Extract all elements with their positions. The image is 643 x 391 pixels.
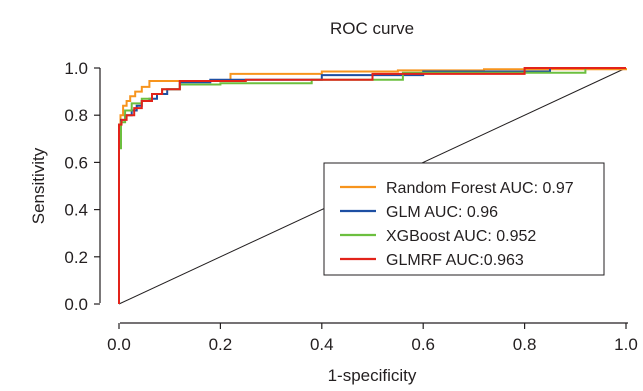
legend-label: GLMRF AUC:0.963	[386, 252, 524, 269]
y-tick-label: 0.2	[64, 248, 88, 267]
y-tick-label: 0.4	[64, 201, 88, 220]
y-tick-label: 0.6	[64, 153, 88, 172]
x-axis-label: 1-specificity	[328, 366, 417, 385]
x-tick-label: 0.4	[310, 335, 334, 354]
legend-label: XGBoost AUC: 0.952	[386, 228, 536, 245]
x-tick-label: 0.8	[513, 335, 537, 354]
x-axis-ticks: 0.0 0.2 0.4 0.6 0.8 1.0	[107, 323, 638, 354]
y-tick-label: 0.8	[64, 106, 88, 125]
x-tick-label: 0.6	[411, 335, 435, 354]
x-tick-label: 0.0	[107, 335, 131, 354]
y-axis-label: Sensitivity	[29, 147, 48, 224]
legend-label: Random Forest AUC: 0.97	[386, 180, 574, 197]
legend: Random Forest AUC: 0.97 GLM AUC: 0.96 XGBo…	[324, 163, 604, 275]
y-tick-label: 0.0	[64, 295, 88, 314]
legend-label: GLM AUC: 0.96	[386, 204, 498, 221]
x-tick-label: 0.2	[209, 335, 233, 354]
chart-title: ROC curve	[330, 19, 414, 38]
y-axis-ticks: 0.0 0.2 0.4 0.6 0.8 1.0	[64, 59, 100, 314]
y-tick-label: 1.0	[64, 59, 88, 78]
x-tick-label: 1.0	[614, 335, 638, 354]
